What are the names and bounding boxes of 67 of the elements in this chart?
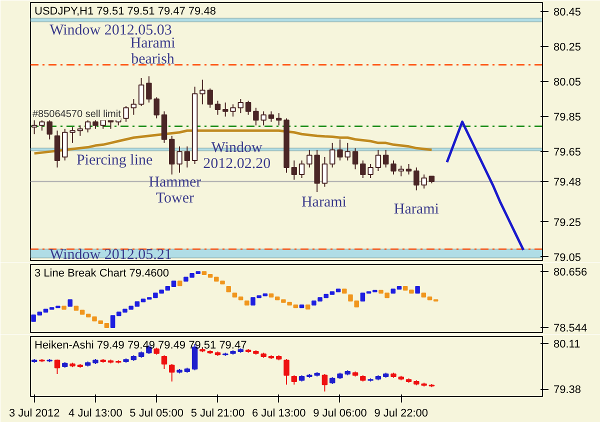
candlestick (176, 146, 182, 174)
line-series (446, 120, 525, 252)
annotation: Piercing line (76, 152, 154, 168)
candlestick (298, 160, 305, 179)
annotation: Harami (301, 194, 346, 211)
candlestick (322, 156, 328, 188)
x-tick-label: 5 Jul 05:00 (130, 408, 184, 420)
candlestick (284, 358, 290, 386)
candlestick (31, 118, 38, 135)
candlestick (329, 142, 336, 168)
y-tick-label: 78.544 (554, 322, 588, 335)
candlestick (161, 354, 168, 370)
candlestick (146, 76, 152, 104)
candlestick (398, 165, 404, 177)
y-tick-label: 79.48 (554, 176, 582, 189)
x-tick-label: 4 Jul 13:00 (68, 408, 122, 420)
candlestick (352, 148, 358, 170)
y-tick-label: 80.45 (554, 6, 582, 18)
chart-title: 3 Line Break Chart 79.4600 (34, 268, 170, 280)
candlestick (382, 149, 389, 168)
y-tick-label: 79.05 (554, 252, 582, 264)
annotation: Hammer Tower (148, 174, 202, 206)
candlestick (337, 138, 343, 161)
candlestick (84, 120, 91, 133)
x-tick-label: 6 Jul 13:00 (252, 408, 306, 420)
chart-title: USDJPY,H1 79.51 79.51 79.47 79.48 (34, 6, 216, 18)
candlestick (123, 106, 129, 122)
x-tick-label: 3 Jul 2012 (8, 408, 60, 420)
candlestick (291, 160, 298, 180)
ref-line-label: #85064570 sell limit (32, 109, 122, 120)
y-tick-label: 79.85 (554, 112, 582, 124)
candlestick (322, 374, 328, 392)
candlestick (276, 112, 282, 126)
candlestick (406, 163, 412, 175)
x-tick-label: 9 Jul 22:00 (374, 408, 428, 420)
x-tick-label: 9 Jul 06:00 (313, 408, 367, 420)
candlestick (222, 102, 228, 118)
candlestick (154, 96, 160, 119)
y-tick-label: 80.656 (554, 266, 588, 279)
candlestick (344, 142, 351, 161)
candlestick (70, 126, 76, 144)
line-series (33, 129, 433, 155)
candlestick (169, 364, 175, 382)
candlestick (390, 160, 396, 175)
candlestick (291, 374, 298, 386)
y-tick-label: 79.25 (554, 216, 582, 229)
candlestick (375, 149, 382, 172)
candlestick (54, 359, 60, 374)
annotation: Window 2012.05.21 (50, 247, 172, 264)
chart-title: Heiken-Ashi 79.49 79.49 79.49 79.51 79.47 (34, 340, 247, 352)
y-tick-label: 80.25 (554, 41, 582, 54)
y-tick-label: 80.11 (554, 338, 580, 350)
candlestick (230, 104, 236, 118)
candlestick (268, 110, 274, 122)
candlestick (130, 98, 137, 116)
y-tick-label: 79.65 (554, 146, 582, 159)
y-tick-label: 80.05 (554, 76, 582, 88)
annotation: Window 2012.02.20 (203, 140, 271, 172)
candlestick (214, 100, 221, 116)
candlestick (184, 146, 190, 168)
candlestick (238, 98, 244, 114)
annotation: Harami (394, 202, 439, 218)
y-tick-label: 79.38 (554, 384, 582, 396)
candlestick (138, 77, 144, 107)
candlestick (77, 124, 84, 136)
x-tick-label: 5 Jul 21:00 (190, 408, 245, 420)
candlestick (245, 100, 252, 116)
